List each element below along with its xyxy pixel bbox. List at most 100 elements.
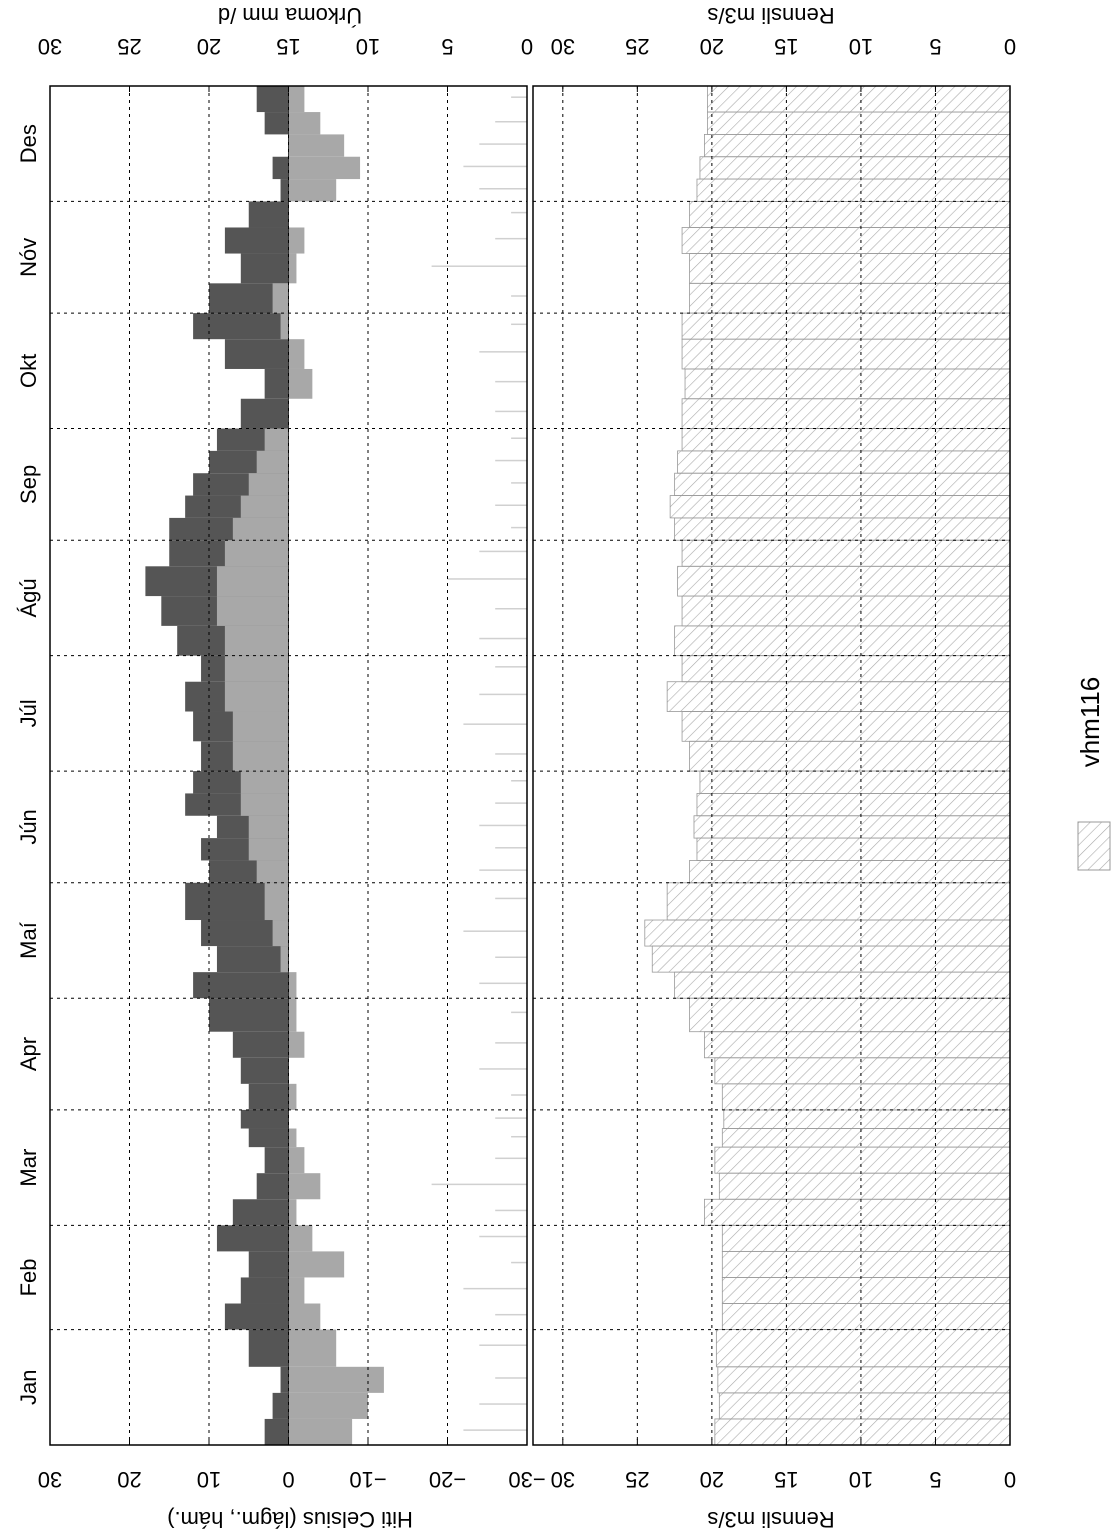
tick-label: 30 (38, 1467, 62, 1492)
flow-bar (714, 1057, 1011, 1085)
temp-bar (288, 972, 297, 999)
precip-bar (479, 1403, 527, 1405)
precip-bar (431, 1183, 527, 1186)
precip-bar (479, 1235, 527, 1238)
flow-bar (681, 595, 1011, 627)
tick-label: 20 (700, 34, 724, 59)
flow-bar (689, 201, 1011, 228)
temp-bar (240, 771, 289, 794)
temp-bar (288, 998, 297, 1032)
temp-bar (193, 972, 289, 999)
tick-label: 30 (551, 1467, 575, 1492)
temp-bar (224, 681, 289, 712)
temp-bar (264, 882, 289, 921)
x-tick-label: Mar (16, 1149, 41, 1187)
temp-bar (280, 946, 289, 973)
precip-bar (479, 550, 527, 553)
legend-swatch (1077, 821, 1111, 871)
flow-bar (714, 1146, 1011, 1174)
flow-bar (704, 134, 1011, 158)
temp-bar (288, 1128, 297, 1148)
flow-bar (721, 1128, 1011, 1148)
precip-bar (511, 1261, 527, 1264)
precip-bar (495, 1042, 527, 1044)
precip-bar (479, 1068, 527, 1070)
precip-bar (479, 1344, 527, 1346)
temp-bar (224, 540, 289, 567)
precip-bar (511, 323, 527, 326)
plot-frame (532, 85, 1011, 1446)
precip-bar (495, 802, 527, 804)
flow-bar (696, 793, 1011, 817)
x-tick-label: Nóv (16, 238, 41, 277)
precip-bar (463, 930, 527, 932)
temp-bar (264, 1147, 289, 1174)
x-tick-label: Okt (16, 354, 41, 388)
temp-bar (288, 1418, 353, 1445)
flow-bar (689, 740, 1011, 772)
flow-bar (674, 472, 1011, 496)
x-tick-label: Jan (16, 1370, 41, 1405)
tick-label: −30 (508, 1467, 545, 1492)
tick-label: 20 (700, 1467, 724, 1492)
precip-bar (511, 1135, 527, 1138)
flow-bar (669, 495, 1011, 519)
flow-bar (681, 539, 1011, 567)
precip-bar (511, 780, 527, 782)
tick-label: 15 (276, 34, 300, 59)
temp-bar (288, 227, 305, 254)
precip-bar (511, 1094, 527, 1096)
temp-bar (232, 741, 289, 772)
temp-bar (264, 1418, 289, 1445)
x-tick-label: Des (16, 124, 41, 163)
temp-bar (288, 1366, 384, 1393)
temp-bar (288, 134, 345, 157)
temp-bar (232, 711, 289, 742)
temp-bar (193, 313, 289, 340)
temp-bar (248, 1083, 289, 1110)
precip-bar (463, 723, 527, 725)
tick-label: 10 (197, 1467, 221, 1492)
flow-bar (696, 178, 1011, 202)
flow-bar (681, 338, 1011, 370)
precip-bar (479, 982, 527, 985)
temp-bar (272, 1392, 289, 1419)
flow-bar (723, 1109, 1011, 1129)
tick-label: 25 (625, 1467, 649, 1492)
x-tick-label: Júl (16, 699, 41, 727)
legend-label: vhm116 (1075, 677, 1105, 768)
tick-label: 5 (441, 34, 453, 59)
x-tick-label: Feb (16, 1258, 41, 1296)
y-axis-title: Rennsli m3/s (707, 1507, 834, 1532)
flow-bar (699, 156, 1011, 180)
tick-label: 30 (38, 34, 62, 59)
tick-label: 0 (1004, 34, 1016, 59)
tick-label: −20 (429, 1467, 466, 1492)
temp-bar (280, 1366, 289, 1393)
x-tick-label: Jún (16, 809, 41, 844)
temp-bar (264, 368, 289, 399)
temp-bar (240, 1109, 289, 1129)
temp-bar (288, 156, 361, 180)
temp-bar (272, 283, 289, 314)
temp-bar (256, 860, 289, 883)
temp-bar (240, 495, 289, 518)
precip-bar (495, 666, 527, 668)
flow-bar (721, 1083, 1011, 1111)
precip-bar (495, 1313, 527, 1316)
precip-bar (479, 143, 527, 145)
temp-bar (248, 815, 289, 839)
tick-label: 10 (356, 34, 380, 59)
temp-bar (288, 1277, 305, 1304)
flow-bar (644, 919, 1011, 947)
precip-bar (495, 237, 527, 240)
temp-bar (216, 1225, 289, 1252)
y2-axis-title: Úrkoma mm /d (218, 3, 362, 28)
flow-bar (689, 860, 1011, 884)
flow-bar (704, 1198, 1011, 1226)
precip-bar (479, 637, 527, 640)
flow-bar (699, 770, 1011, 794)
temp-bar (248, 838, 289, 861)
precip-bar (463, 165, 527, 168)
